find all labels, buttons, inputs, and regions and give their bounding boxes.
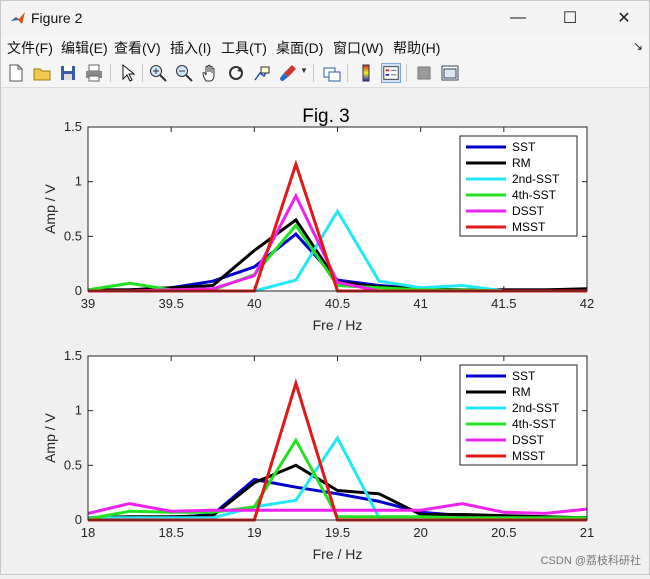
legend-entry: DSST [512,204,545,218]
x-tick-label: 42 [580,296,594,311]
y-tick-label: 1.5 [64,348,82,363]
menu-tools[interactable]: 工具(T) [221,40,267,56]
legend-entry: SST [512,369,536,383]
zoom-in-icon[interactable] [148,63,168,83]
menu-help[interactable]: 帮助(H) [393,40,441,56]
y-tick-label: 0.5 [64,457,82,472]
menu-insert[interactable]: 插入(I) [170,40,212,56]
figure-canvas[interactable]: Fig. 3 39 39.5 40 40.5 41 41.5 42 0 0.5 1 1.5 Fre /… [1,88,649,574]
x-tick-label: 41 [413,296,427,311]
toolbar-separator [313,64,314,82]
new-figure-icon[interactable] [6,63,26,83]
print-icon[interactable] [84,63,104,83]
brush-dropdown-icon[interactable]: ▼ [300,66,308,75]
x-tick-label: 18 [81,525,95,540]
series-line-dsst [87,502,588,515]
y-tick-label: 0 [75,283,82,298]
legend-entry: 4th-SST [512,188,557,202]
menu-edit[interactable]: 编辑(E) [61,40,108,56]
x-tick-label: 20 [413,525,427,540]
x-tick-label: 39.5 [159,296,184,311]
link-plot-icon[interactable] [322,63,342,83]
legend-icon[interactable] [381,63,401,83]
toolbar-separator [347,64,348,82]
menu-view[interactable]: 查看(V) [114,40,161,56]
x-tick-label: 39 [81,296,95,311]
legend-entry: RM [512,385,531,399]
axes-box [87,355,588,521]
x-tick-label: 20.5 [491,525,516,540]
pan-icon[interactable] [200,63,220,83]
watermark-text: CSDN @荔枝科研社 [540,555,641,567]
toolbar: ▼ [1,59,649,88]
open-file-icon[interactable] [32,63,52,83]
legend-entry: 2nd-SST [512,401,560,415]
toolbar-separator [110,64,111,82]
y-axis-label: Amp / V [42,183,58,233]
menu-desktop[interactable]: 桌面(D) [276,40,324,56]
legend-entry: MSST [512,449,546,463]
menu-bar: 文件(F) 编辑(E) 查看(V) 插入(I) 工具(T) 桌面(D) 窗口(W… [1,35,649,59]
legend[interactable]: SST RM 2nd-SST 4th-SST DSST MSST [459,364,578,466]
show-plot-tools-icon[interactable] [440,63,460,83]
data-cursor-icon[interactable] [252,63,272,83]
x-axis-label: Fre / Hz [313,546,363,562]
axes-2[interactable]: 18 18.5 19 19.5 20 20.5 21 0 0.5 1 1.5 Fre / Hz Amp … [42,348,594,562]
figure-title: Fig. 3 [302,106,350,127]
menu-window[interactable]: 窗口(W) [333,40,384,56]
window-title: Figure 2 [31,10,83,26]
hide-plot-tools-icon[interactable] [414,63,434,83]
y-axis-label: Amp / V [42,412,58,462]
toolbar-separator [406,64,407,82]
y-tick-label: 1.5 [64,119,82,134]
brush-icon[interactable] [278,63,298,83]
axes-1[interactable]: 39 39.5 40 40.5 41 41.5 42 0 0.5 1 1.5 Fre / Hz Amp … [42,119,594,333]
legend-entry: RM [512,156,531,170]
legend-box [459,364,578,466]
colorbar-icon[interactable] [356,63,376,83]
figure-plot-area: Fig. 3 39 39.5 40 40.5 41 41.5 42 0 0.5 1 1.5 Fre /… [42,106,594,562]
legend-entry: SST [512,140,536,154]
toolbar-separator [142,64,143,82]
legend-entry: DSST [512,433,545,447]
x-tick-label: 19 [247,525,261,540]
x-tick-label: 21 [580,525,594,540]
y-tick-label: 0.5 [64,228,82,243]
matlab-logo-icon [11,12,25,24]
zoom-out-icon[interactable] [174,63,194,83]
menu-file[interactable]: 文件(F) [7,40,53,56]
x-tick-label: 41.5 [491,296,516,311]
x-tick-label: 40 [247,296,261,311]
title-bar[interactable]: Figure 2 — ☐ ✕ [1,1,649,35]
save-icon[interactable] [58,63,78,83]
legend-entry: MSST [512,220,546,234]
legend-entry: 4th-SST [512,417,557,431]
minimize-button[interactable]: — [510,9,526,26]
y-tick-label: 1 [75,174,82,189]
x-tick-label: 19.5 [325,525,350,540]
pointer-icon[interactable] [118,63,138,83]
y-tick-label: 0 [75,512,82,527]
rotate-3d-icon[interactable] [226,63,246,83]
x-axis-label: Fre / Hz [313,317,363,333]
maximize-button[interactable]: ☐ [562,10,578,27]
y-tick-label: 1 [75,403,82,418]
menu-overflow-icon[interactable]: ↘ [632,39,643,53]
legend[interactable]: SST RM 2nd-SST 4th-SST DSST MSST [459,135,578,237]
close-button[interactable]: ✕ [617,10,631,27]
x-tick-label: 40.5 [325,296,350,311]
legend-box [459,135,578,237]
x-tick-label: 18.5 [159,525,184,540]
legend-entry: 2nd-SST [512,172,560,186]
axes-box [87,126,588,292]
